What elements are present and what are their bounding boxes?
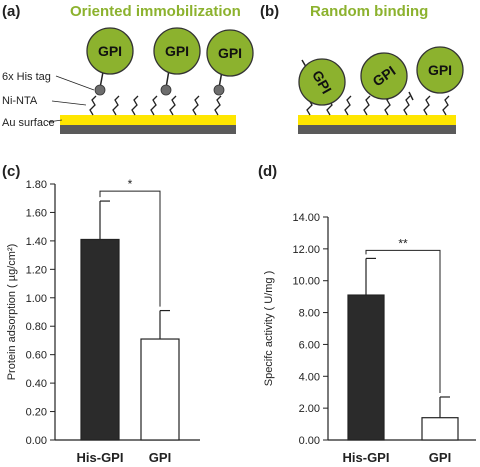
gpi-protein-icon [298,58,346,106]
gpi-protein-icon [86,27,134,75]
panel-b-label: (b) [260,3,279,20]
linker-icon [89,95,97,116]
gpi-protein-icon [153,27,201,75]
y-tick-label: 1.20 [26,264,47,276]
gpi-label: GPI [165,43,189,59]
y-tick-label: 8.00 [299,308,320,320]
y-axis-title: Protein adsorption ( µg/cm²) [6,244,18,381]
linker-icon [423,95,431,116]
his-tag-icon [160,84,172,96]
y-tick-label: 12.00 [292,244,320,256]
y-tick-label: 4.00 [299,371,320,383]
y-tick-label: 2.00 [299,403,320,415]
gpi-label: GPI [218,45,242,61]
panel-a-title: Oriented immobilization [70,3,241,20]
y-tick-label: 1.40 [26,236,47,248]
linker-icon [214,95,222,116]
his-tag-icon [213,84,225,96]
ni-nta-label: Ni-NTA [2,95,38,107]
y-tick-label: 10.00 [292,276,320,288]
category-label: GPI [429,450,451,465]
his-tag-label: 6x His tag [2,71,51,83]
y-tick-label: 0.00 [299,435,320,447]
bar [347,294,385,441]
linker-chains-a [89,95,222,116]
gpi-protein-icon [360,52,408,100]
y-axis-title: Specifc activity ( U/mg ) [263,271,275,387]
bar [140,338,180,441]
gold-surface-icon [298,115,456,125]
linker-icon [131,95,139,116]
panel-d-label: (d) [258,163,277,180]
panel-a-label: (a) [2,3,20,20]
gold-surface-icon [60,115,236,125]
linker-icon [169,95,177,116]
significance-label: ** [398,236,408,250]
linker-icon [112,95,120,116]
significance-bracket [365,249,441,393]
category-label: His-GPI [77,450,124,465]
chart-d: 0.00 2.00 4.00 6.00 8.00 10.00 12.00 14.00 Speci… [263,212,476,465]
au-surface-label: Au surface [2,117,55,129]
his-tag-icon [94,84,106,96]
category-label: His-GPI [343,450,390,465]
y-tick-label: 0.60 [26,350,47,362]
significance-bracket [99,190,161,307]
y-tick-label: 1.60 [26,207,47,219]
gpi-protein-icon [206,29,254,77]
bar [80,238,120,441]
bar [421,417,459,441]
panel-a-diagram: GPI GPI GPI 6x His tag Ni-NTA Au surface [2,27,254,134]
linker-icon [363,95,371,116]
chart-c: 0.00 0.20 0.40 0.60 0.80 1.00 1.20 1.40 1.60 1.80… [6,177,200,465]
linker-icon [344,95,352,116]
y-tick-label: 6.00 [299,339,320,351]
panel-b-title: Random binding [310,3,428,20]
y-tick-label: 0.20 [26,407,47,419]
gpi-label: GPI [98,43,122,59]
linker-chains-b [306,95,450,116]
panel-c-label: (c) [2,163,20,180]
y-tick-label: 1.00 [26,293,47,305]
significance-label: * [128,177,133,191]
panel-b-diagram: GPI GPI GPI [298,46,464,134]
callout-lines [47,75,95,123]
y-tick-label: 0.40 [26,378,47,390]
category-label: GPI [149,450,171,465]
substrate-layer [60,125,236,134]
y-tick-label: 0.00 [26,435,47,447]
y-tick-label: 14.00 [292,212,320,224]
linker-icon [403,95,411,116]
gpi-label: GPI [428,62,452,78]
substrate-layer [298,125,456,134]
y-tick-label: 0.80 [26,321,47,333]
gpi-protein-icon [416,46,464,94]
y-tick-label: 1.80 [26,179,47,191]
linker-icon [442,95,450,116]
linker-icon [150,95,158,116]
linker-icon [192,95,200,116]
